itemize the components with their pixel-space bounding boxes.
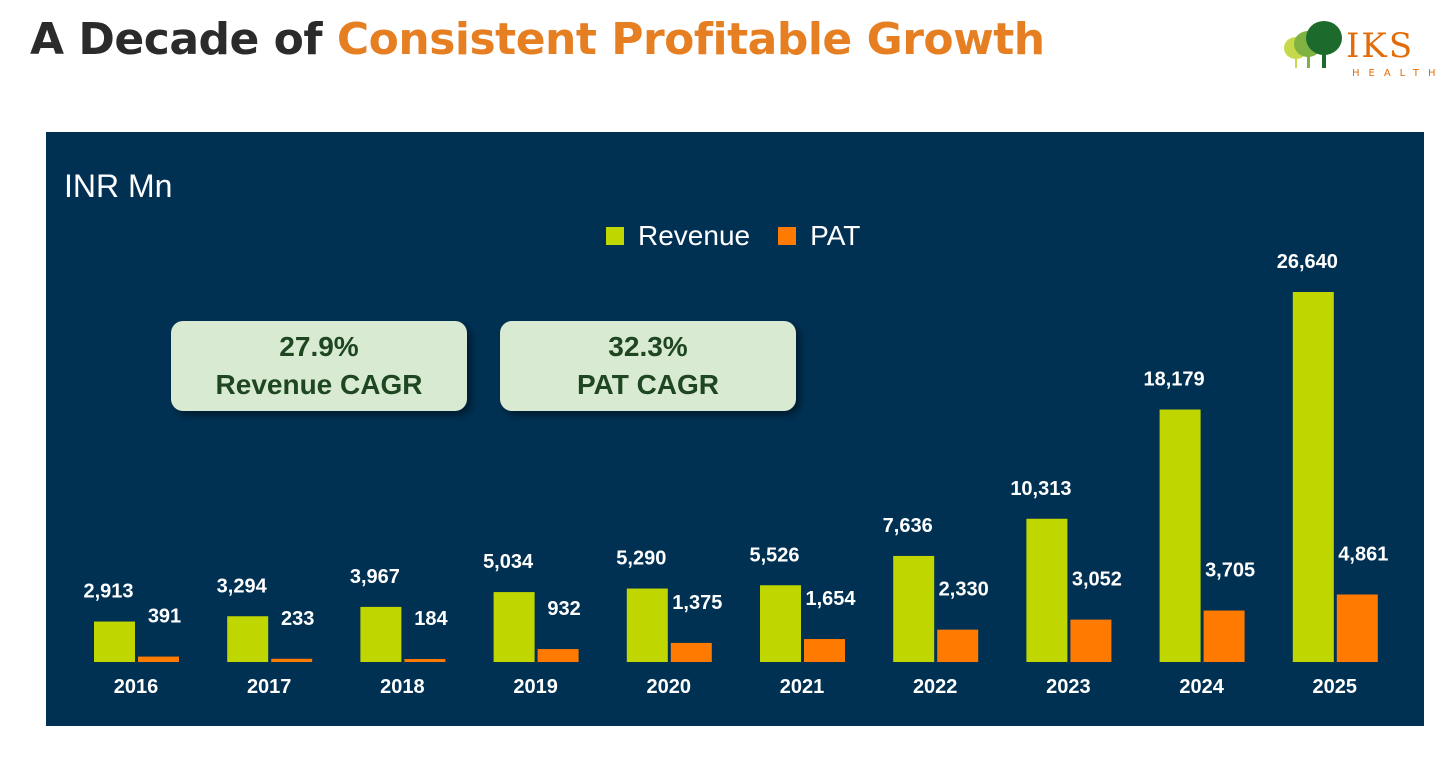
unit-label: INR Mn xyxy=(64,168,173,204)
revenue-bar xyxy=(626,588,668,662)
tree-logo-icon xyxy=(1284,21,1342,68)
revenue-cagr-value: 27.9% xyxy=(279,331,359,362)
legend: Revenue PAT xyxy=(606,220,888,252)
x-tick-label: 2025 xyxy=(1313,676,1358,698)
revenue-bar xyxy=(1026,518,1068,662)
revenue-cagr-box: 27.9% Revenue CAGR xyxy=(171,321,467,411)
legend-revenue-label: Revenue xyxy=(638,220,751,251)
revenue-bar xyxy=(1159,409,1201,662)
bar-chart: 2,913 391 2016 3,294 233 2017 3,967 184 2018 5,03… xyxy=(83,251,1388,698)
x-tick-label: 2023 xyxy=(1046,676,1091,698)
pat-bar xyxy=(1203,610,1245,662)
pat-bar xyxy=(1070,619,1112,662)
pat-value-label: 1,375 xyxy=(672,592,722,614)
revenue-bar xyxy=(493,592,535,662)
company-logo: IKS HEALTH xyxy=(1282,18,1442,84)
pat-bar xyxy=(937,629,979,662)
pat-value-label: 184 xyxy=(414,608,448,630)
revenue-bar xyxy=(893,555,935,662)
revenue-value-label: 5,034 xyxy=(483,551,534,573)
revenue-value-label: 2,913 xyxy=(83,581,133,603)
x-tick-label: 2018 xyxy=(380,676,425,698)
x-tick-label: 2024 xyxy=(1179,676,1224,698)
logo-text: IKS xyxy=(1346,26,1415,66)
revenue-value-label: 5,526 xyxy=(749,544,799,566)
legend-pat-label: PAT xyxy=(810,220,861,251)
revenue-bar xyxy=(227,616,269,662)
revenue-value-label: 10,313 xyxy=(1010,478,1071,500)
logo-subtext: HEALTH xyxy=(1352,68,1445,79)
revenue-value-label: 7,636 xyxy=(883,515,933,537)
x-tick-label: 2021 xyxy=(780,676,825,698)
revenue-bar xyxy=(760,585,801,662)
pat-bar xyxy=(670,642,712,662)
pat-value-label: 3,052 xyxy=(1072,569,1122,591)
pat-bar xyxy=(271,658,313,662)
revenue-cagr-label: Revenue CAGR xyxy=(215,369,423,400)
page-title: A Decade of Consistent Profitable Growth xyxy=(30,14,1045,65)
revenue-value-label: 26,640 xyxy=(1277,251,1338,273)
pat-value-label: 2,330 xyxy=(939,579,989,601)
title-part-1: A Decade of xyxy=(30,14,337,65)
pat-value-label: 932 xyxy=(547,598,580,620)
pat-value-label: 1,654 xyxy=(805,588,856,610)
x-tick-label: 2020 xyxy=(647,676,692,698)
legend-pat-swatch xyxy=(778,227,797,245)
title-part-2: Consistent Profitable Growth xyxy=(336,14,1045,65)
pat-value-label: 233 xyxy=(281,608,314,630)
pat-bar xyxy=(1336,594,1378,662)
pat-bar xyxy=(537,649,579,662)
pat-cagr-box: 32.3% PAT CAGR xyxy=(500,321,796,411)
x-tick-label: 2016 xyxy=(114,676,159,698)
legend-revenue: Revenue xyxy=(606,220,750,252)
pat-bar xyxy=(804,639,845,662)
pat-bar xyxy=(404,659,446,662)
x-tick-label: 2019 xyxy=(513,676,558,698)
pat-cagr-label: PAT CAGR xyxy=(576,369,720,400)
legend-pat: PAT xyxy=(778,220,860,252)
x-tick-label: 2017 xyxy=(247,676,292,698)
revenue-value-label: 18,179 xyxy=(1144,369,1205,391)
revenue-bar xyxy=(1292,292,1334,662)
pat-value-label: 391 xyxy=(148,606,181,628)
revenue-value-label: 3,294 xyxy=(217,575,268,597)
legend-revenue-swatch xyxy=(606,227,624,245)
chart-panel: INR Mn Revenue PAT 2,913 391 2016 3,294 233 2… xyxy=(46,132,1424,726)
revenue-bar xyxy=(94,621,135,662)
revenue-value-label: 3,967 xyxy=(350,566,400,588)
pat-cagr-value: 32.3% xyxy=(608,331,688,362)
pat-value-label: 3,705 xyxy=(1205,560,1255,582)
revenue-value-label: 5,290 xyxy=(616,548,666,570)
revenue-bar xyxy=(360,606,402,662)
pat-bar xyxy=(138,656,179,662)
x-tick-label: 2022 xyxy=(913,676,958,698)
pat-value-label: 4,861 xyxy=(1338,543,1388,565)
